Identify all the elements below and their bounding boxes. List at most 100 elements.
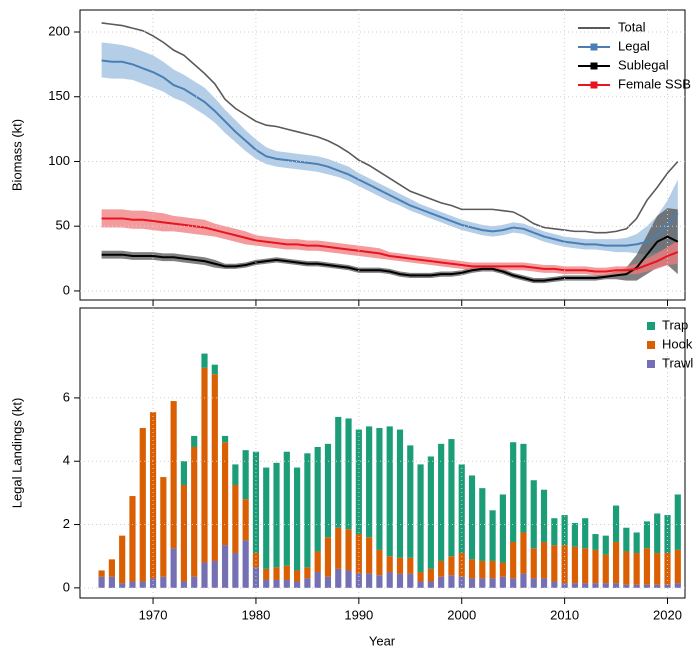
- x-tick-label: 1970: [139, 607, 168, 622]
- top-panel-frame: [79, 9, 686, 301]
- bar-segment: [139, 427, 146, 582]
- bar-segment: [366, 426, 373, 538]
- legend-marker: [590, 62, 598, 70]
- y-tick-label: 4: [63, 453, 70, 468]
- bar-segment: [602, 535, 609, 555]
- bar-segment: [396, 429, 404, 558]
- bar-segment: [417, 581, 424, 588]
- bar-segment: [643, 521, 651, 549]
- bar-segment: [242, 540, 249, 588]
- legend-label: Trap: [662, 317, 688, 332]
- y-tick-label: 100: [48, 153, 70, 168]
- bar-segment: [304, 578, 311, 588]
- bar-segment: [489, 560, 496, 579]
- legend-marker: [647, 360, 655, 368]
- bar-segment: [571, 546, 578, 584]
- bar-segment: [221, 442, 229, 546]
- legend-marker: [590, 81, 598, 89]
- bar-segment: [366, 573, 373, 588]
- bar-segment: [592, 549, 599, 584]
- bar-segment: [335, 416, 342, 528]
- bar-segment: [520, 573, 527, 588]
- bar-segment: [263, 467, 270, 569]
- bar-segment: [458, 576, 465, 588]
- bar-segment: [530, 548, 537, 579]
- bar-segment: [108, 559, 115, 577]
- bar-segment: [551, 581, 558, 588]
- bar-segment: [438, 576, 445, 588]
- bar-segment: [355, 429, 362, 535]
- bar-segment: [396, 573, 404, 588]
- y-tick-label: 2: [63, 516, 70, 531]
- bar-segment: [345, 529, 352, 571]
- bar-segment: [448, 439, 455, 557]
- bar-segment: [386, 572, 393, 588]
- legend-label: Trawl: [662, 355, 693, 370]
- bar-segment: [582, 548, 589, 584]
- bar-segment: [386, 556, 393, 573]
- bar-segment: [232, 464, 239, 485]
- bar-segment: [108, 576, 115, 588]
- bar-segment: [468, 578, 476, 588]
- bar-segment: [386, 426, 393, 557]
- bar-segment: [427, 456, 434, 569]
- bar-segment: [232, 553, 239, 588]
- bar-segment: [376, 575, 383, 588]
- bar-segment: [530, 578, 537, 588]
- bar-segment: [221, 545, 229, 588]
- bar-segment: [417, 572, 424, 582]
- bar-segment: [201, 562, 208, 588]
- bar-segment: [602, 554, 609, 584]
- bar-segment: [674, 494, 681, 550]
- bar-segment: [643, 548, 651, 585]
- bar-segment: [479, 560, 486, 579]
- bar-segment: [263, 579, 270, 588]
- bar-segment: [510, 578, 517, 588]
- legend-label: Total: [618, 19, 646, 34]
- bar-segment: [633, 584, 640, 588]
- bar-segment: [242, 499, 249, 541]
- bar-segment: [191, 435, 198, 447]
- bar-segment: [468, 475, 476, 560]
- bar-segment: [294, 581, 301, 588]
- bar-segment: [654, 553, 661, 585]
- series-line: [101, 235, 679, 282]
- bar-segment: [417, 464, 424, 573]
- bar-segment: [407, 573, 414, 588]
- bar-segment: [170, 548, 177, 588]
- bar-segment: [654, 513, 661, 554]
- bar-segment: [273, 462, 280, 568]
- bar-segment: [571, 522, 578, 547]
- bar-segment: [345, 570, 352, 588]
- bar-segment: [283, 565, 290, 580]
- bar-segment: [468, 559, 476, 579]
- bar-segment: [561, 583, 568, 588]
- bar-segment: [540, 489, 548, 542]
- bar-segment: [119, 535, 126, 584]
- legend-marker: [647, 341, 655, 349]
- bar-segment: [510, 442, 517, 542]
- bar-segment: [160, 576, 167, 588]
- bar-segment: [612, 505, 620, 542]
- bar-segment: [499, 576, 506, 588]
- bar-segment: [561, 515, 568, 546]
- bar-segment: [407, 445, 414, 558]
- bar-segment: [314, 572, 321, 588]
- legend-label: Hook: [662, 336, 693, 351]
- bar-segment: [674, 583, 681, 588]
- bar-segment: [479, 488, 486, 561]
- bar-segment: [242, 450, 249, 500]
- y-tick-label: 150: [48, 88, 70, 103]
- bar-segment: [643, 584, 651, 588]
- y-tick-label: 6: [63, 389, 70, 404]
- legend-label: Legal: [618, 38, 650, 53]
- bar-segment: [345, 418, 352, 530]
- bar-segment: [263, 568, 270, 580]
- legend-label: Female SSB: [618, 76, 691, 91]
- legend-label: Sublegal: [618, 57, 669, 72]
- bar-segment: [448, 556, 455, 576]
- bar-segment: [180, 461, 188, 485]
- bar-segment: [633, 532, 640, 554]
- y-tick-label: 0: [63, 579, 70, 594]
